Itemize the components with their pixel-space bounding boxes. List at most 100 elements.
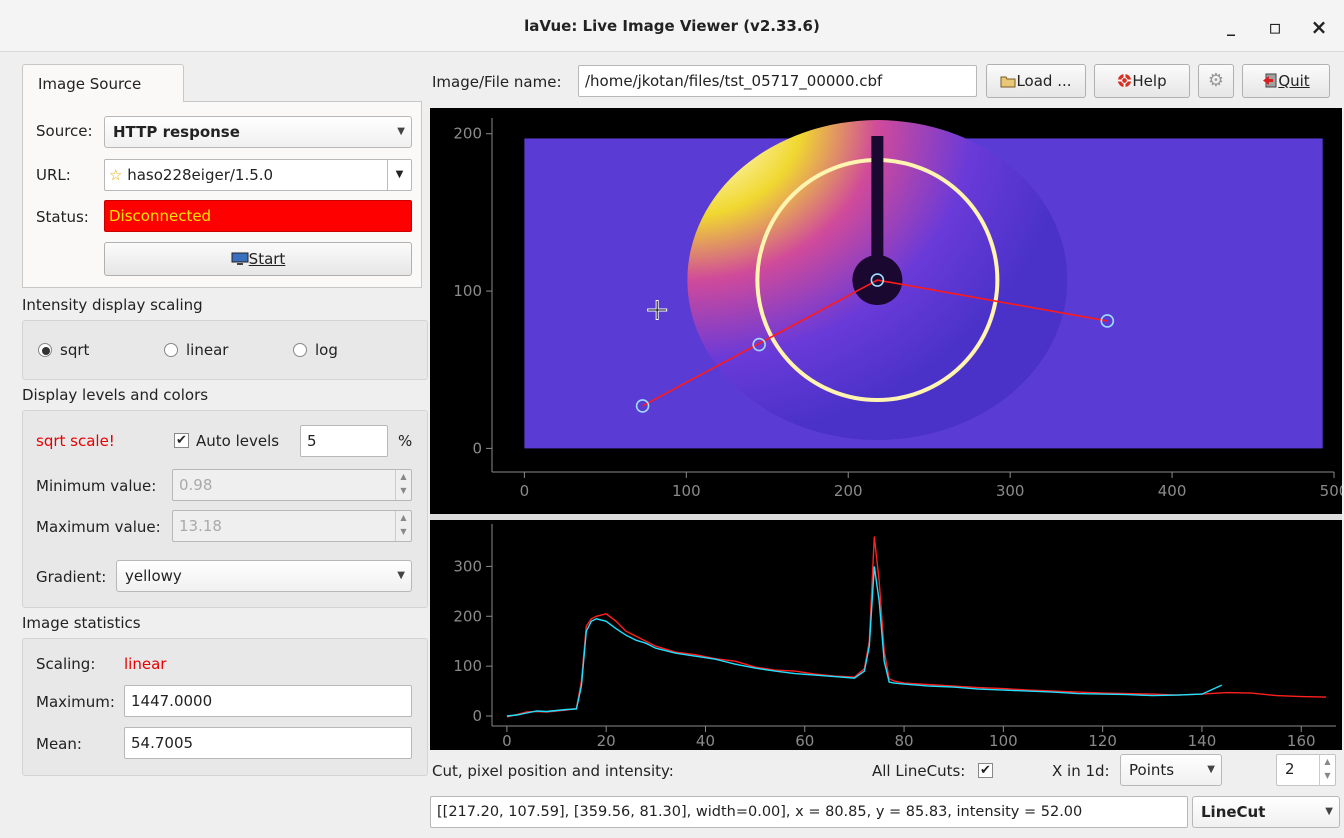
linecut-x-tick-label: 80 bbox=[895, 732, 914, 750]
linecut-handle[interactable] bbox=[752, 337, 766, 352]
min-value-stepper[interactable]: ▲ ▼ bbox=[395, 470, 411, 500]
image-y-tick-label: 0 bbox=[472, 439, 482, 457]
all-linecuts-label: All LineCuts: bbox=[872, 762, 966, 780]
image-plot[interactable]: 0 100 200 300 400 500 200 100 0 bbox=[430, 108, 1342, 516]
chevron-down-icon: ▼ bbox=[397, 570, 405, 581]
start-button[interactable]: Start bbox=[104, 242, 412, 276]
source-label: Source: bbox=[36, 122, 93, 140]
radio-linear-label: linear bbox=[186, 341, 229, 359]
radio-log-label: log bbox=[315, 341, 338, 359]
plot-splitter[interactable] bbox=[430, 514, 1342, 520]
tool-combo[interactable]: LineCut ▼ bbox=[1192, 796, 1340, 828]
close-button[interactable]: × bbox=[1310, 15, 1328, 39]
quit-button-label: Quit bbox=[1278, 72, 1310, 90]
linecut-x-tick-label: 0 bbox=[502, 732, 512, 750]
linecut-y-tick-label: 100 bbox=[453, 657, 482, 675]
linecut-x-tick-label: 120 bbox=[1088, 732, 1117, 750]
maximize-button[interactable]: ▫ bbox=[1268, 15, 1282, 39]
cut-info-field: [[217.20, 107.59], [359.56, 81.30], widt… bbox=[430, 796, 1188, 828]
help-button[interactable]: Help bbox=[1094, 64, 1190, 98]
linecut-index-spinbox[interactable]: 2 ▲ ▼ bbox=[1276, 754, 1336, 786]
status-field: Disconnected bbox=[104, 200, 412, 232]
lifebuoy-icon bbox=[1118, 73, 1132, 88]
linecut-handle[interactable] bbox=[870, 273, 885, 287]
max-value-label: Maximum value: bbox=[36, 518, 161, 536]
linecut-x-tick-label: 160 bbox=[1287, 732, 1316, 750]
linecut-x-tick-label: 40 bbox=[696, 732, 715, 750]
image-x-tick-label: 200 bbox=[834, 482, 863, 500]
status-label: Status: bbox=[36, 208, 89, 226]
start-button-label: Start bbox=[248, 250, 286, 268]
beamstop-arm bbox=[871, 136, 884, 281]
star-icon: ☆ bbox=[109, 166, 123, 184]
minimize-button[interactable]: _ bbox=[1227, 17, 1235, 36]
chevron-down-icon: ▼ bbox=[1325, 806, 1333, 817]
stats-scaling-label: Scaling: bbox=[36, 655, 96, 673]
x-in-1d-combo[interactable]: Points ▼ bbox=[1120, 754, 1222, 786]
linecut-line[interactable] bbox=[642, 279, 1108, 407]
radio-sqrt-indicator[interactable] bbox=[38, 343, 52, 357]
folder-icon bbox=[1000, 76, 1016, 88]
radio-log-indicator[interactable] bbox=[293, 343, 307, 357]
linecut-x-tick-label: 100 bbox=[989, 732, 1018, 750]
load-button[interactable]: Load ... bbox=[986, 64, 1086, 98]
image-x-tick-label: 500 bbox=[1320, 482, 1342, 500]
tab-image-source[interactable]: Image Source bbox=[22, 64, 184, 102]
scaling-group bbox=[22, 320, 428, 380]
window-title: laVue: Live Image Viewer (v2.33.6) bbox=[524, 17, 820, 35]
all-linecuts-checkbox[interactable]: ✔ bbox=[978, 763, 993, 778]
linecut-y-tick-label: 300 bbox=[453, 557, 482, 575]
linecut-handle[interactable] bbox=[1100, 314, 1115, 328]
max-value-stepper[interactable]: ▲ ▼ bbox=[395, 511, 411, 541]
linecut-x-tick-label: 20 bbox=[597, 732, 616, 750]
stats-maximum-label: Maximum: bbox=[36, 693, 115, 711]
auto-levels-label: Auto levels bbox=[196, 432, 280, 450]
file-name-field[interactable]: /home/jkotan/files/tst_05717_00000.cbf bbox=[578, 65, 977, 97]
file-name-label: Image/File name: bbox=[432, 73, 562, 91]
linecut-x-tick-label: 60 bbox=[795, 732, 814, 750]
x-in-1d-label: X in 1d: bbox=[1052, 762, 1110, 780]
auto-levels-checkbox[interactable]: ✔ bbox=[174, 433, 189, 448]
tool-combo-value: LineCut bbox=[1201, 803, 1266, 821]
min-value-text: 0.98 bbox=[179, 476, 213, 494]
settings-button[interactable]: ⚙ bbox=[1198, 64, 1234, 98]
image-y-tick-label: 200 bbox=[453, 125, 482, 143]
image-x-tick-label: 400 bbox=[1158, 482, 1187, 500]
chevron-down-icon: ▼ bbox=[1207, 764, 1215, 775]
stats-mean-field: 54.7005 bbox=[124, 727, 412, 759]
linecut-y-tick-label: 200 bbox=[453, 607, 482, 625]
percent-label: % bbox=[398, 432, 413, 450]
linecut-handle[interactable] bbox=[635, 399, 650, 413]
levels-heading: Display levels and colors bbox=[22, 386, 209, 404]
gradient-combo-value: yellowy bbox=[125, 567, 182, 585]
auto-levels-input[interactable]: 5 bbox=[300, 425, 388, 457]
quit-button[interactable]: Quit bbox=[1242, 64, 1330, 98]
linecut-index-stepper[interactable]: ▲ ▼ bbox=[1319, 755, 1335, 785]
exit-icon bbox=[1263, 73, 1277, 88]
linecut-plot[interactable]: 0 20 40 60 80 100 120 140 160 300 200 100 0 bbox=[430, 520, 1342, 750]
max-value-text: 13.18 bbox=[179, 517, 222, 535]
gradient-label: Gradient: bbox=[36, 568, 107, 586]
url-label: URL: bbox=[36, 166, 71, 184]
linecut-x-tick-label: 140 bbox=[1188, 732, 1217, 750]
min-value-label: Minimum value: bbox=[36, 477, 157, 495]
linecut-y-tick-label: 0 bbox=[472, 707, 482, 725]
min-value-spinbox[interactable]: 0.98 ▲ ▼ bbox=[172, 469, 412, 501]
source-combo[interactable]: HTTP response ▼ bbox=[104, 116, 412, 148]
gradient-combo[interactable]: yellowy ▼ bbox=[116, 560, 412, 592]
stats-maximum-field: 1447.0000 bbox=[124, 685, 412, 717]
load-button-label: Load ... bbox=[1016, 72, 1072, 90]
linecut-series-1 bbox=[506, 566, 1223, 717]
monitor-icon bbox=[231, 252, 249, 265]
radio-linear-indicator[interactable] bbox=[164, 343, 178, 357]
image-x-tick-label: 0 bbox=[520, 482, 530, 500]
url-dropdown-button[interactable]: ▼ bbox=[387, 160, 411, 190]
max-value-spinbox[interactable]: 13.18 ▲ ▼ bbox=[172, 510, 412, 542]
url-combo-value: haso228eiger/1.5.0 bbox=[127, 166, 274, 184]
help-button-label: Help bbox=[1132, 72, 1167, 90]
scaling-heading: Intensity display scaling bbox=[22, 296, 203, 314]
crosshair-icon-inner bbox=[648, 300, 667, 319]
cut-info-label: Cut, pixel position and intensity: bbox=[432, 762, 674, 780]
url-combo[interactable]: ☆ haso228eiger/1.5.0 ▼ bbox=[104, 159, 412, 191]
gear-icon: ⚙ bbox=[1207, 70, 1225, 91]
